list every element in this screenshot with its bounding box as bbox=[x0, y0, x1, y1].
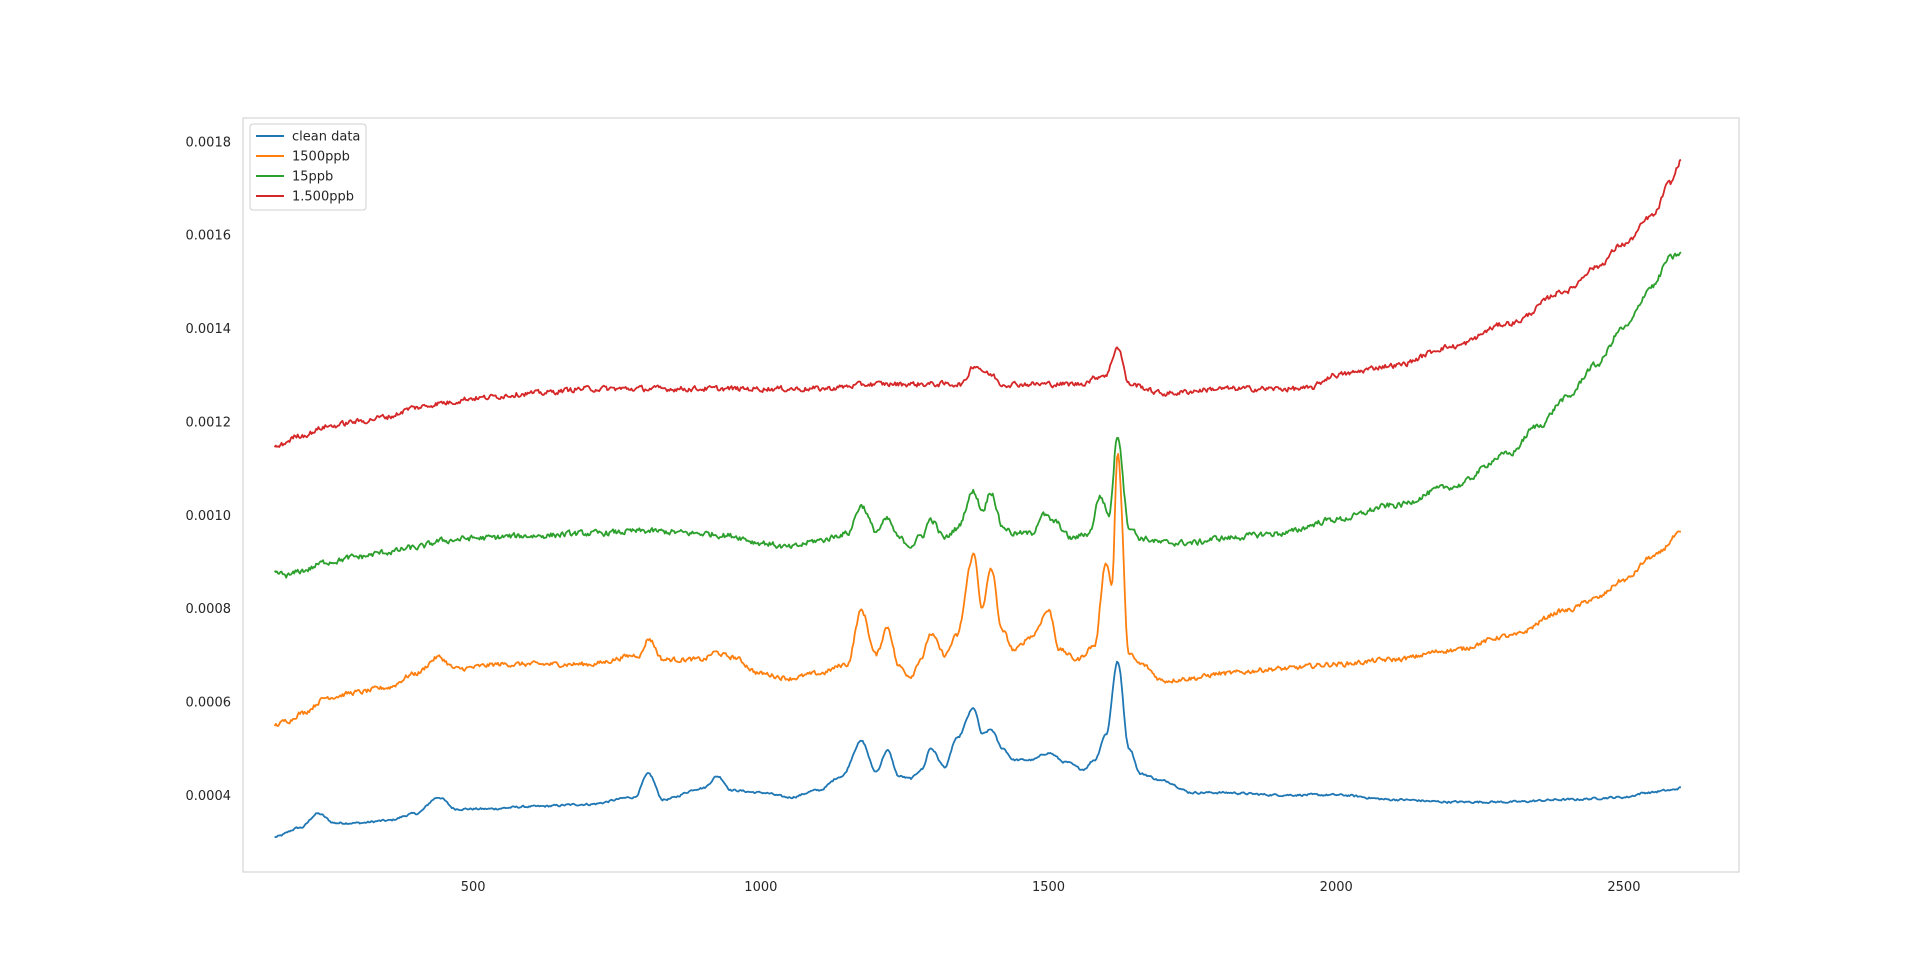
x-tick-label: 1000 bbox=[744, 880, 777, 895]
series-layer bbox=[273, 158, 1682, 839]
y-tick-label: 0.0004 bbox=[186, 789, 232, 804]
y-tick-label: 0.0006 bbox=[186, 696, 232, 711]
y-tick-label: 0.0010 bbox=[186, 509, 232, 524]
y-tick-label: 0.0016 bbox=[186, 229, 232, 244]
series-line-1-500ppb bbox=[273, 158, 1682, 448]
x-tick-label: 1500 bbox=[1032, 880, 1065, 895]
legend: clean data 1500ppb 15ppb 1.500ppb bbox=[249, 123, 367, 211]
x-tick-label: 2000 bbox=[1320, 880, 1353, 895]
legend-label: 1.500ppb bbox=[292, 190, 354, 205]
y-axis: 0.0004 0.0006 0.0008 0.0010 0.0012 0.0014 0.00… bbox=[186, 135, 232, 804]
x-tick-label: 2500 bbox=[1607, 880, 1640, 895]
x-tick-label: 500 bbox=[461, 880, 486, 895]
series-line-clean-data bbox=[274, 660, 1681, 839]
legend-label: clean data bbox=[292, 130, 360, 145]
y-tick-label: 0.0014 bbox=[186, 322, 232, 337]
y-tick-label: 0.0012 bbox=[186, 415, 232, 430]
y-tick-label: 0.0008 bbox=[186, 602, 232, 617]
x-axis: 500 1000 1500 2000 2500 bbox=[461, 880, 1641, 895]
series-line-15ppb bbox=[273, 251, 1682, 579]
legend-label: 15ppb bbox=[292, 170, 333, 185]
series-line-1500ppb bbox=[273, 453, 1681, 727]
y-tick-label: 0.0018 bbox=[186, 135, 232, 150]
legend-box bbox=[249, 123, 367, 211]
legend-label: 1500ppb bbox=[292, 150, 350, 165]
